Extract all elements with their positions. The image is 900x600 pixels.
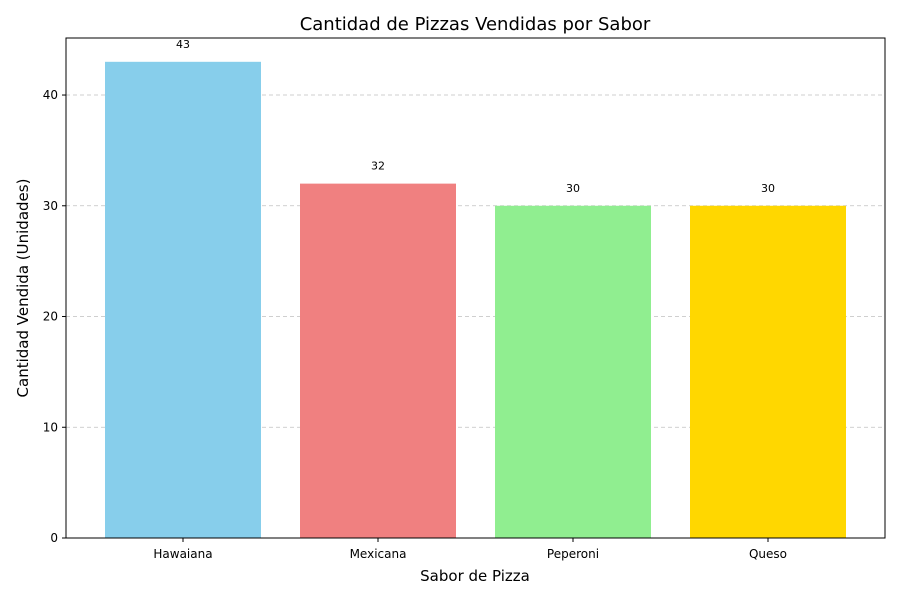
x-tick-label: Queso [749,547,787,561]
bars [105,61,846,539]
plot-frame [65,37,886,539]
y-tick-label: 30 [43,199,58,213]
y-axis-ticks: 0 10 20 30 40 [43,88,66,545]
data-label: 43 [176,38,190,51]
data-label: 30 [566,182,580,195]
x-tick-label: Peperoni [547,547,599,561]
data-label: 30 [761,182,775,195]
bar-hawaiana [105,61,261,539]
y-tick-label: 20 [43,310,58,324]
x-tick-label: Mexicana [350,547,407,561]
data-labels: 43 32 30 30 [176,38,775,195]
bar-mexicana [300,183,456,539]
x-tick-label: Hawaiana [153,547,212,561]
y-tick-label: 40 [43,88,58,102]
y-tick-label: 0 [50,531,58,545]
chart-title: Cantidad de Pizzas Vendidas por Sabor [300,14,651,35]
data-label: 32 [371,160,385,173]
x-axis-title: Sabor de Pizza [420,567,530,585]
y-tick-label: 10 [43,420,58,434]
bar-queso [690,205,846,538]
bar-peperoni [495,205,651,538]
x-axis-ticks: Hawaiana Mexicana Peperoni Queso [153,538,787,561]
y-axis-title: Cantidad Vendida (Unidades) [14,179,32,398]
